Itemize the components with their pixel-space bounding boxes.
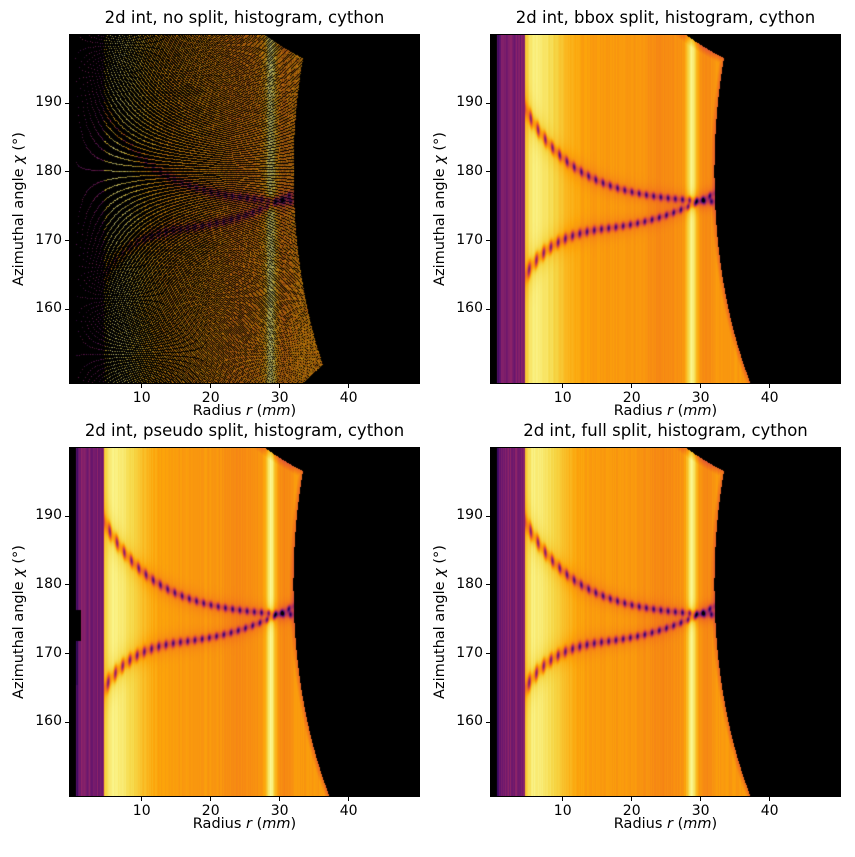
subplot-full-split: 2d int, full split, histogram, cython Ra… bbox=[432, 421, 840, 832]
x-tick-mark bbox=[141, 797, 143, 801]
y-axis-label: Azimuthal angle χ (°) bbox=[432, 545, 448, 699]
y-tick-label: 180 bbox=[456, 575, 483, 592]
x-tick-mark bbox=[700, 797, 702, 801]
x-tick-label: 20 bbox=[622, 390, 641, 406]
y-tick-mark bbox=[65, 308, 69, 310]
x-tick-mark bbox=[769, 384, 771, 388]
y-tick-label: 190 bbox=[35, 507, 62, 524]
x-tick-label: 30 bbox=[270, 803, 289, 819]
x-tick-label: 30 bbox=[691, 803, 710, 819]
y-tick-mark bbox=[65, 171, 69, 173]
y-tick-mark bbox=[486, 102, 490, 104]
x-tick-mark bbox=[562, 797, 564, 801]
x-tick-label: 40 bbox=[760, 803, 779, 819]
x-tick-label: 40 bbox=[760, 390, 779, 406]
x-axis-label: Radius r (mm) bbox=[192, 403, 297, 419]
y-axis-label: Azimuthal angle χ (°) bbox=[432, 132, 448, 286]
x-tick-label: 20 bbox=[622, 803, 641, 819]
y-tick-label: 180 bbox=[456, 162, 483, 179]
y-tick-label: 180 bbox=[35, 575, 62, 592]
x-tick-mark bbox=[279, 384, 281, 388]
y-tick-mark bbox=[486, 308, 490, 310]
x-tick-mark bbox=[141, 384, 143, 388]
y-tick-label: 160 bbox=[35, 713, 62, 730]
y-tick-mark bbox=[65, 584, 69, 586]
y-tick-mark bbox=[486, 584, 490, 586]
x-tick-mark bbox=[210, 384, 212, 388]
x-axis-label: Radius r (mm) bbox=[613, 816, 718, 832]
heatmap-image-full-split bbox=[491, 448, 840, 796]
y-tick-label: 170 bbox=[456, 644, 483, 661]
plot-title: 2d int, bbox split, histogram, cython bbox=[515, 8, 816, 27]
x-axis-label: Radius r (mm) bbox=[613, 403, 718, 419]
y-tick-label: 170 bbox=[456, 231, 483, 248]
y-tick-mark bbox=[486, 515, 490, 517]
y-tick-label: 160 bbox=[456, 713, 483, 730]
x-tick-label: 10 bbox=[553, 390, 572, 406]
x-axis-label: Radius r (mm) bbox=[192, 816, 297, 832]
y-axis-label: Azimuthal angle χ (°) bbox=[11, 545, 27, 699]
y-tick-label: 190 bbox=[456, 507, 483, 524]
x-tick-label: 40 bbox=[339, 803, 358, 819]
y-axis-label: Azimuthal angle χ (°) bbox=[11, 132, 27, 286]
x-tick-label: 10 bbox=[132, 803, 151, 819]
y-tick-mark bbox=[65, 515, 69, 517]
heatmap-image-bbox-split bbox=[491, 35, 840, 383]
y-tick-mark bbox=[65, 102, 69, 104]
y-tick-label: 190 bbox=[35, 94, 62, 111]
heatmap-image-pseudo-split bbox=[70, 448, 419, 796]
plot-title: 2d int, full split, histogram, cython bbox=[523, 421, 808, 440]
x-tick-mark bbox=[631, 797, 633, 801]
x-tick-mark bbox=[348, 797, 350, 801]
y-tick-mark bbox=[486, 721, 490, 723]
x-tick-label: 20 bbox=[201, 390, 220, 406]
heatmap-image-no-split bbox=[70, 35, 419, 383]
x-tick-mark bbox=[700, 384, 702, 388]
x-tick-mark bbox=[631, 384, 633, 388]
y-tick-mark bbox=[486, 240, 490, 242]
y-tick-label: 180 bbox=[35, 162, 62, 179]
x-tick-label: 10 bbox=[132, 390, 151, 406]
x-tick-label: 20 bbox=[201, 803, 220, 819]
y-tick-label: 160 bbox=[456, 300, 483, 317]
x-tick-mark bbox=[769, 797, 771, 801]
y-tick-mark bbox=[65, 653, 69, 655]
x-tick-label: 30 bbox=[691, 390, 710, 406]
subplot-bbox-split: 2d int, bbox split, histogram, cython Ra… bbox=[432, 8, 840, 419]
subplot-no-split: 2d int, no split, histogram, cython Radi… bbox=[11, 8, 419, 419]
x-tick-mark bbox=[562, 384, 564, 388]
y-tick-mark bbox=[65, 240, 69, 242]
x-tick-label: 40 bbox=[339, 390, 358, 406]
x-tick-mark bbox=[210, 797, 212, 801]
x-tick-label: 10 bbox=[553, 803, 572, 819]
y-tick-mark bbox=[486, 171, 490, 173]
x-tick-mark bbox=[279, 797, 281, 801]
plot-title: 2d int, pseudo split, histogram, cython bbox=[84, 421, 405, 440]
y-tick-mark bbox=[486, 653, 490, 655]
subplot-pseudo-split: 2d int, pseudo split, histogram, cython … bbox=[11, 421, 419, 832]
y-tick-label: 170 bbox=[35, 644, 62, 661]
y-tick-label: 160 bbox=[35, 300, 62, 317]
plot-title: 2d int, no split, histogram, cython bbox=[104, 8, 385, 27]
x-tick-mark bbox=[348, 384, 350, 388]
y-tick-label: 190 bbox=[456, 94, 483, 111]
x-tick-label: 30 bbox=[270, 390, 289, 406]
y-tick-mark bbox=[65, 721, 69, 723]
y-tick-label: 170 bbox=[35, 231, 62, 248]
